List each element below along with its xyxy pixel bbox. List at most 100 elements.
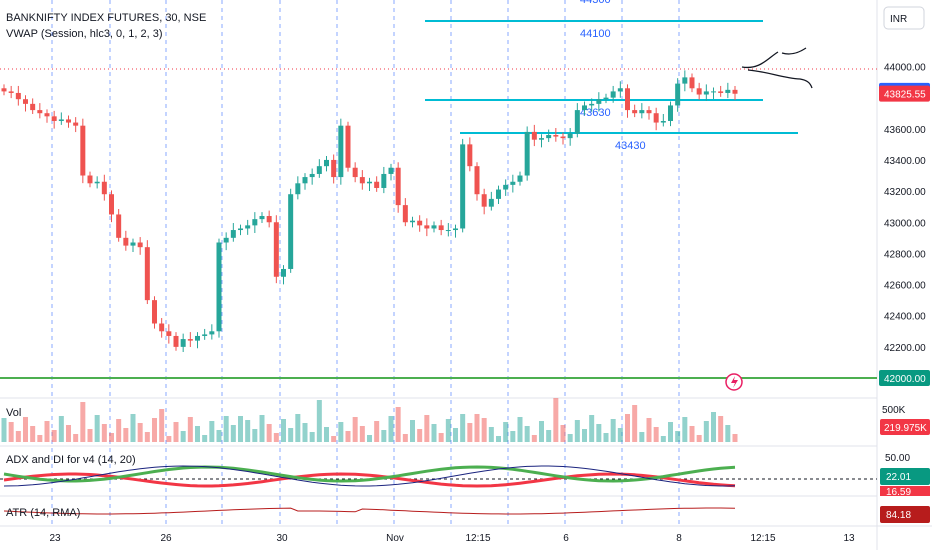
candle-body-0 bbox=[1, 88, 7, 92]
candle-body-7 bbox=[51, 116, 57, 121]
atr-series-line bbox=[3, 507, 736, 515]
volume-bar-48 bbox=[345, 431, 351, 442]
candle-body-91 bbox=[653, 113, 659, 123]
time-tick-6: 8 bbox=[676, 533, 682, 544]
candle-body-97 bbox=[696, 88, 702, 95]
candle-body-39 bbox=[281, 268, 286, 277]
candle-body-98 bbox=[703, 91, 709, 95]
volume-bar-16 bbox=[116, 419, 122, 442]
volume-bar-98 bbox=[703, 421, 709, 442]
time-axis-ticks: 23 26 30 Nov 12:15 6 8 12:15 13 bbox=[49, 533, 855, 544]
adx-lines bbox=[0, 465, 877, 488]
volume-value-badge bbox=[880, 419, 930, 435]
candle-body-41 bbox=[295, 183, 301, 195]
volume-bar-19 bbox=[137, 423, 143, 442]
candle-body-95 bbox=[682, 77, 688, 84]
candlestick-series bbox=[1, 70, 738, 353]
volume-bar-78 bbox=[560, 425, 566, 442]
volume-bar-57 bbox=[410, 420, 415, 442]
candle-body-67 bbox=[481, 194, 487, 207]
candle-body-93 bbox=[668, 105, 673, 121]
candle-body-94 bbox=[675, 83, 681, 106]
candle-body-33 bbox=[238, 228, 243, 231]
candle-body-61 bbox=[438, 225, 444, 231]
price-badge-label-2: 42000.00 bbox=[884, 374, 926, 385]
volume-bar-59 bbox=[424, 415, 430, 442]
candle-body-71 bbox=[510, 181, 516, 185]
level-label-3: 43430 bbox=[615, 140, 646, 152]
price-tick-7: 42400.00 bbox=[884, 312, 926, 323]
volume-bar-73 bbox=[524, 426, 530, 442]
volume-bar-38 bbox=[273, 433, 279, 442]
candle-body-100 bbox=[718, 91, 724, 93]
candle-body-81 bbox=[582, 105, 587, 111]
candle-body-40 bbox=[288, 194, 294, 269]
volume-bar-4 bbox=[30, 426, 36, 442]
volume-bar-0 bbox=[1, 418, 7, 442]
volume-bar-26 bbox=[187, 417, 193, 442]
candle-body-78 bbox=[560, 136, 566, 139]
candle-body-38 bbox=[273, 222, 279, 277]
candle-body-83 bbox=[596, 99, 602, 104]
volume-bar-9 bbox=[66, 425, 71, 442]
volume-bar-81 bbox=[582, 429, 587, 442]
volume-bar-58 bbox=[417, 429, 423, 442]
volume-bar-28 bbox=[202, 435, 208, 442]
volume-bar-36 bbox=[259, 415, 265, 442]
volume-bar-62 bbox=[445, 419, 451, 442]
candle-body-63 bbox=[453, 228, 458, 231]
volume-panel-title: Vol bbox=[6, 407, 21, 419]
adx-di-plus-line bbox=[3, 465, 736, 483]
volume-value: 219.975K bbox=[884, 423, 927, 434]
candle-body-68 bbox=[488, 198, 494, 207]
price-axis-ticks: 44000.00 43600.00 43400.00 43200.00 43000.00… bbox=[884, 62, 926, 353]
volume-bar-40 bbox=[288, 428, 294, 442]
candle-body-51 bbox=[367, 181, 372, 184]
adx-panel-title: ADX and DI for v4 (14, 20) bbox=[6, 454, 136, 466]
candle-body-62 bbox=[445, 230, 451, 232]
volume-bar-6 bbox=[44, 421, 50, 442]
volume-bar-79 bbox=[567, 434, 573, 442]
volume-bar-43 bbox=[309, 432, 315, 442]
candle-body-2 bbox=[15, 92, 21, 100]
time-tick-1: 26 bbox=[160, 533, 172, 544]
candle-body-86 bbox=[617, 88, 623, 92]
volume-bar-2 bbox=[15, 431, 21, 442]
price-badge-2 bbox=[879, 370, 930, 387]
candle-body-10 bbox=[73, 122, 79, 126]
candle-body-17 bbox=[123, 237, 129, 246]
price-tick-0: 44000.00 bbox=[884, 62, 926, 73]
drawing-upper-path[interactable] bbox=[741, 47, 807, 69]
price-badge-label-1: 43825.55 bbox=[884, 90, 926, 101]
volume-bar-25 bbox=[180, 431, 186, 442]
volume-bar-82 bbox=[589, 415, 595, 442]
candle-body-13 bbox=[94, 181, 100, 184]
candle-body-90 bbox=[646, 110, 652, 114]
candle-body-16 bbox=[116, 214, 122, 238]
candle-body-55 bbox=[395, 167, 401, 206]
atr-value: 84.18 bbox=[886, 510, 911, 521]
drawing-lower-path[interactable] bbox=[747, 69, 813, 89]
volume-bar-5 bbox=[37, 435, 43, 442]
candle-body-92 bbox=[660, 121, 666, 123]
volume-bar-51 bbox=[367, 435, 372, 442]
volume-bar-17 bbox=[123, 428, 129, 442]
volume-bar-88 bbox=[632, 405, 638, 442]
level-label-2: 43630 bbox=[580, 107, 611, 119]
time-tick-8: 13 bbox=[843, 533, 855, 544]
candle-body-64 bbox=[460, 144, 466, 229]
volume-bar-52 bbox=[374, 421, 380, 442]
adx-di-minus-line bbox=[3, 472, 736, 488]
volume-bar-14 bbox=[101, 424, 107, 442]
candle-body-37 bbox=[266, 216, 272, 223]
volume-bar-45 bbox=[324, 427, 329, 442]
currency-button[interactable] bbox=[883, 6, 925, 30]
candle-body-79 bbox=[567, 133, 573, 139]
volume-bar-44 bbox=[316, 400, 322, 442]
volume-bar-47 bbox=[338, 422, 344, 442]
volume-bar-86 bbox=[617, 428, 623, 442]
volume-bar-96 bbox=[689, 426, 695, 442]
atr-line bbox=[3, 507, 736, 515]
